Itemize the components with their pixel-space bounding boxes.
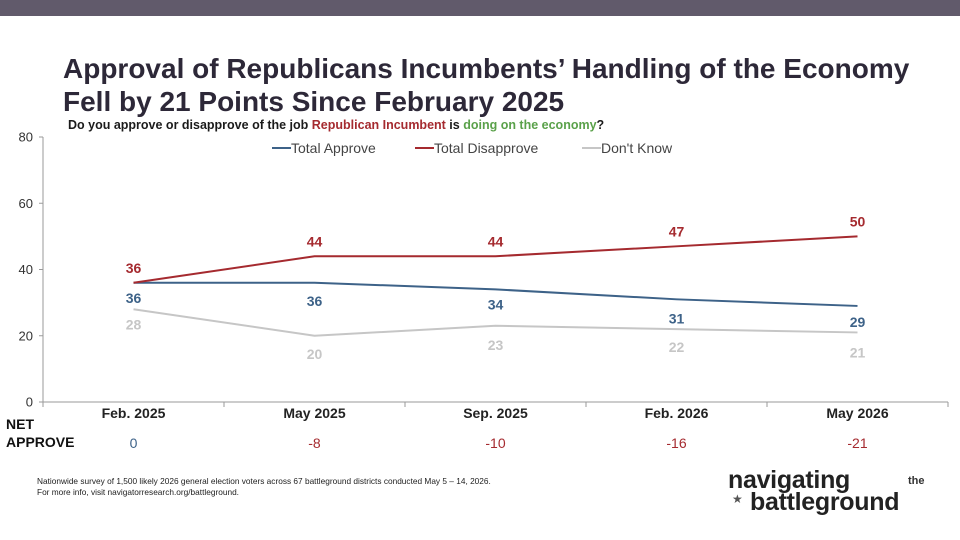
net-approve-value: -21 bbox=[847, 435, 867, 451]
series-line bbox=[133, 308, 858, 337]
data-label: 31 bbox=[669, 310, 685, 326]
question-part-3: ? bbox=[596, 118, 605, 132]
data-label: 50 bbox=[850, 213, 866, 229]
data-label: 44 bbox=[488, 233, 504, 249]
title-line-1: Approval of Republicans Incumbents’ Hand… bbox=[63, 53, 910, 84]
chart-title: Approval of Republicans Incumbents’ Hand… bbox=[63, 52, 943, 118]
net-approve-value: -8 bbox=[308, 435, 321, 451]
data-label: 29 bbox=[850, 314, 866, 330]
legend-label: Total Approve bbox=[291, 140, 376, 156]
legend-label: Total Disapprove bbox=[434, 140, 538, 156]
x-tick-label: Feb. 2026 bbox=[645, 405, 709, 421]
data-label: 36 bbox=[126, 290, 142, 306]
y-tick-label: 0 bbox=[26, 395, 33, 410]
legend-label: Don't Know bbox=[601, 140, 673, 156]
logo-star-icon: ★ bbox=[732, 492, 743, 506]
navigating-battleground-logo: navigating the ★ battleground bbox=[728, 466, 948, 518]
data-label: 34 bbox=[488, 296, 504, 312]
x-tick-label: Sep. 2025 bbox=[463, 405, 528, 421]
data-label: 36 bbox=[307, 293, 323, 309]
data-label: 22 bbox=[669, 339, 685, 355]
y-tick-label: 40 bbox=[19, 262, 33, 277]
logo-word-battleground: battleground bbox=[750, 488, 900, 516]
data-label: 23 bbox=[488, 337, 504, 353]
footnote: Nationwide survey of 1,500 likely 2026 g… bbox=[37, 476, 491, 498]
x-tick-label: May 2025 bbox=[283, 405, 345, 421]
question-part-1: Do you approve or disapprove of the job bbox=[68, 118, 312, 132]
y-tick-label: 60 bbox=[19, 196, 33, 211]
question-highlight-economy: doing on the economy bbox=[463, 118, 597, 132]
y-tick-label: 20 bbox=[19, 328, 33, 343]
net-approve-value: 0 bbox=[130, 435, 138, 451]
net-label-line-2: APPROVE bbox=[6, 434, 75, 450]
net-label-line-1: NET bbox=[6, 416, 34, 432]
x-tick-label: Feb. 2025 bbox=[102, 405, 166, 421]
data-label: 47 bbox=[669, 223, 685, 239]
net-approve-label: NET APPROVE bbox=[6, 415, 74, 451]
footnote-line-2: For more info, visit navigatorresearch.o… bbox=[37, 487, 239, 497]
y-tick-label: 80 bbox=[19, 130, 33, 145]
logo-word-navigating: navigating bbox=[728, 466, 851, 494]
series-line bbox=[133, 235, 858, 284]
logo-word-the: the bbox=[908, 475, 925, 487]
survey-question: Do you approve or disapprove of the job … bbox=[68, 118, 604, 132]
footnote-line-1: Nationwide survey of 1,500 likely 2026 g… bbox=[37, 476, 491, 486]
top-bar bbox=[0, 0, 960, 16]
data-label: 28 bbox=[126, 316, 142, 332]
net-approve-value: -10 bbox=[485, 435, 505, 451]
data-label: 21 bbox=[850, 344, 866, 360]
x-tick-label: May 2026 bbox=[826, 405, 888, 421]
net-approve-value: -16 bbox=[666, 435, 686, 451]
data-label: 44 bbox=[307, 233, 323, 249]
data-label: 20 bbox=[307, 346, 323, 362]
series-line bbox=[133, 281, 858, 307]
question-highlight-republican: Republican Incumbent bbox=[311, 118, 446, 132]
title-line-2: Fell by 21 Points Since February 2025 bbox=[63, 86, 565, 117]
question-part-2: is bbox=[445, 118, 464, 132]
data-label: 36 bbox=[126, 260, 142, 276]
